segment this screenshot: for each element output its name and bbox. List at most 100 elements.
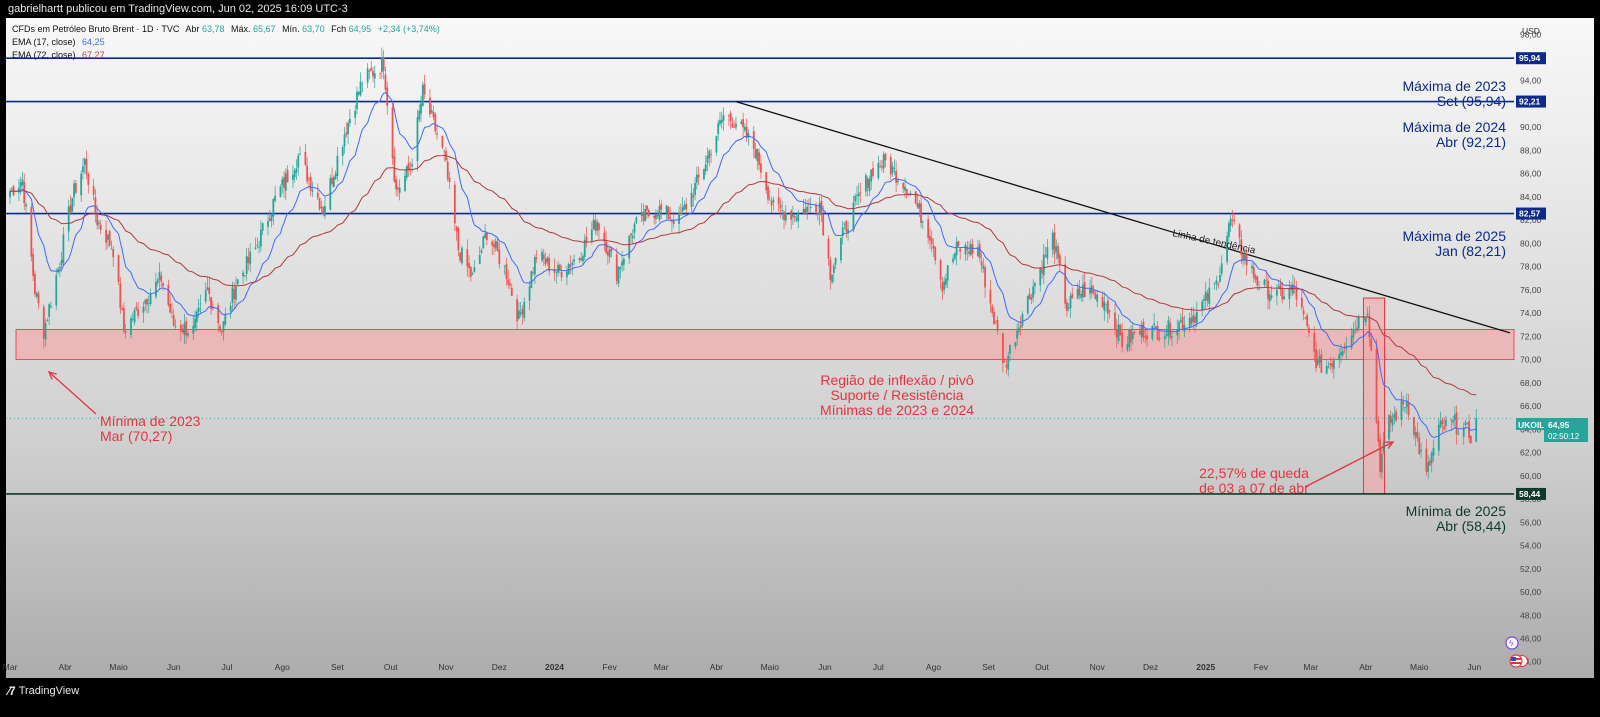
candle-body[interactable] <box>1071 293 1074 298</box>
candle-body[interactable] <box>1217 283 1220 286</box>
candle-body[interactable] <box>1171 336 1173 338</box>
candle-body[interactable] <box>192 325 195 334</box>
candle-body[interactable] <box>446 161 449 179</box>
candle-body[interactable] <box>971 244 974 254</box>
candle-body[interactable] <box>921 221 924 223</box>
candle-body[interactable] <box>1425 448 1428 472</box>
candle-body[interactable] <box>1034 283 1036 287</box>
candle-body[interactable] <box>491 241 494 246</box>
candle-body[interactable] <box>895 170 898 183</box>
candle-body[interactable] <box>756 149 759 162</box>
candle-body[interactable] <box>914 191 917 204</box>
candle-body[interactable] <box>1041 269 1043 274</box>
candle-body[interactable] <box>1032 286 1035 298</box>
candle-body[interactable] <box>598 223 600 231</box>
candle-body[interactable] <box>62 234 65 263</box>
event-markers[interactable]: ϟ <box>1505 636 1528 668</box>
candle-body[interactable] <box>73 183 75 198</box>
candle-body[interactable] <box>21 179 24 186</box>
candle-body[interactable] <box>1281 289 1284 300</box>
candle-body[interactable] <box>1069 295 1072 309</box>
candle-body[interactable] <box>667 207 670 219</box>
candle-body[interactable] <box>1051 232 1054 250</box>
candle-body[interactable] <box>233 288 236 300</box>
candle-body[interactable] <box>1407 403 1410 416</box>
candle-body[interactable] <box>905 189 908 194</box>
candle-body[interactable] <box>46 320 49 321</box>
candle-body[interactable] <box>719 120 721 124</box>
candle-body[interactable] <box>1304 317 1307 319</box>
candle-body[interactable] <box>1341 350 1344 356</box>
candle-body[interactable] <box>1165 334 1168 336</box>
candle-body[interactable] <box>219 326 221 331</box>
candle-body[interactable] <box>507 279 510 285</box>
candle-body[interactable] <box>596 221 599 231</box>
candle-body[interactable] <box>316 192 319 198</box>
candle-body[interactable] <box>941 282 944 292</box>
candle-body[interactable] <box>311 190 314 192</box>
candle-body[interactable] <box>1080 294 1083 298</box>
candle-body[interactable] <box>859 192 862 194</box>
candle-body[interactable] <box>1354 329 1357 331</box>
candle-body[interactable] <box>498 249 501 265</box>
candle-body[interactable] <box>820 200 823 216</box>
candle-body[interactable] <box>690 192 693 207</box>
candle-body[interactable] <box>1267 280 1269 300</box>
candle-body[interactable] <box>779 204 782 209</box>
candle-body[interactable] <box>1283 296 1285 300</box>
candle-body[interactable] <box>1119 324 1122 336</box>
candle-body[interactable] <box>1227 223 1230 237</box>
candle-body[interactable] <box>160 275 163 282</box>
candle-body[interactable] <box>493 243 495 248</box>
candle-body[interactable] <box>1245 253 1248 266</box>
candle-body[interactable] <box>1014 342 1017 347</box>
candle-body[interactable] <box>1044 255 1047 257</box>
candle-body[interactable] <box>366 68 369 83</box>
candle-body[interactable] <box>485 232 488 241</box>
candle-body[interactable] <box>32 253 35 276</box>
candle-body[interactable] <box>347 122 349 135</box>
candle-body[interactable] <box>309 176 312 191</box>
candle-body[interactable] <box>519 312 522 314</box>
candle-body[interactable] <box>793 215 796 218</box>
candle-body[interactable] <box>231 287 234 304</box>
candle-body[interactable] <box>1357 317 1360 329</box>
candle-body[interactable] <box>172 315 175 326</box>
candle-body[interactable] <box>131 319 134 320</box>
candle-body[interactable] <box>1064 264 1067 304</box>
candle-body[interactable] <box>1388 415 1390 440</box>
candle-body[interactable] <box>966 247 969 250</box>
candle-body[interactable] <box>82 166 84 173</box>
candle-body[interactable] <box>268 218 271 221</box>
candle-body[interactable] <box>745 126 748 139</box>
candle-body[interactable] <box>503 265 506 267</box>
candle-body[interactable] <box>380 57 383 73</box>
candle-body[interactable] <box>147 302 150 304</box>
candle-body[interactable] <box>169 303 172 313</box>
candle-body[interactable] <box>1030 297 1033 300</box>
candle-body[interactable] <box>1391 418 1394 426</box>
candle-body[interactable] <box>181 328 184 333</box>
candle-body[interactable] <box>642 211 645 221</box>
candle-body[interactable] <box>343 134 346 147</box>
candle-body[interactable] <box>359 81 362 96</box>
candle-body[interactable] <box>67 206 70 232</box>
candle-body[interactable] <box>856 195 858 197</box>
candle-body[interactable] <box>916 203 919 208</box>
candle-body[interactable] <box>432 111 435 118</box>
candle-body[interactable] <box>957 241 960 247</box>
candle-body[interactable] <box>854 196 857 202</box>
candle-body[interactable] <box>1329 363 1332 366</box>
candle-body[interactable] <box>457 228 460 251</box>
candle-body[interactable] <box>772 199 775 203</box>
candle-body[interactable] <box>217 305 220 324</box>
candle-body[interactable] <box>592 219 595 229</box>
candle-body[interactable] <box>827 238 830 259</box>
candle-body[interactable] <box>1375 349 1378 423</box>
candle-body[interactable] <box>866 178 869 189</box>
candle-body[interactable] <box>1315 349 1317 369</box>
candle-body[interactable] <box>1453 414 1456 421</box>
candle-body[interactable] <box>1042 254 1045 276</box>
candle-body[interactable] <box>1366 313 1369 316</box>
candle-body[interactable] <box>1430 452 1433 464</box>
